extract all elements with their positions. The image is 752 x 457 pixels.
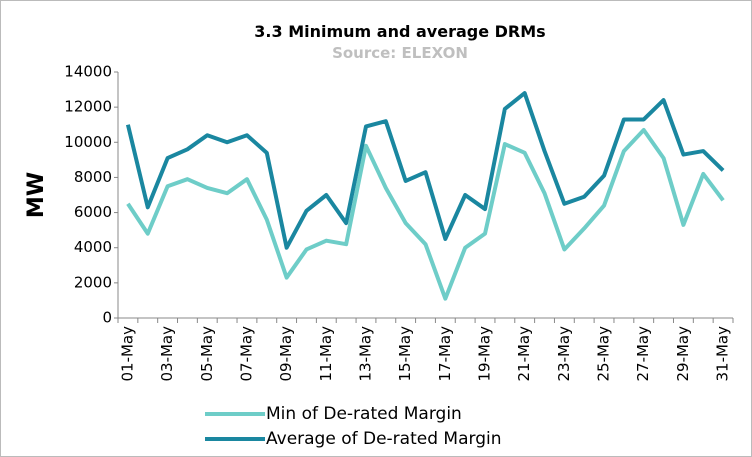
legend-label: Min of De-rated Margin xyxy=(266,404,462,424)
x-tick-label: 01-May xyxy=(118,326,136,382)
x-tick-label: 19-May xyxy=(476,326,494,382)
chart-title: 3.3 Minimum and average DRMs xyxy=(254,22,545,41)
x-tick-label: 17-May xyxy=(436,326,454,382)
data-line xyxy=(126,127,725,301)
x-tick-label: 23-May xyxy=(555,326,573,382)
x-tick-label: 27-May xyxy=(634,326,652,382)
x-tick-label: 15-May xyxy=(396,326,414,382)
y-tick-label: 12000 xyxy=(64,98,112,116)
y-tick-label: 14000 xyxy=(64,63,112,81)
chart-subtitle: Source: ELEXON xyxy=(332,44,468,62)
y-tick-label: 4000 xyxy=(74,238,112,256)
x-tick-label: 07-May xyxy=(237,326,255,382)
x-tick-label: 25-May xyxy=(595,326,613,382)
y-tick-label: 8000 xyxy=(74,168,112,186)
y-tick-label: 2000 xyxy=(74,273,112,291)
x-tick-label: 03-May xyxy=(158,326,176,382)
y-tick-label: 6000 xyxy=(74,203,112,221)
x-tick-label: 13-May xyxy=(356,326,374,382)
x-tick-label: 09-May xyxy=(277,326,295,382)
x-tick-label: 29-May xyxy=(674,326,692,382)
y-axis-label: MW xyxy=(24,172,49,218)
x-tick-label: 05-May xyxy=(198,326,216,382)
y-tick-label: 0 xyxy=(102,309,112,327)
x-tick-label: 31-May xyxy=(714,326,732,382)
x-tick-label: 11-May xyxy=(317,326,335,382)
legend-label: Average of De-rated Margin xyxy=(266,429,501,449)
y-tick-label: 10000 xyxy=(64,133,112,151)
x-tick-label: 21-May xyxy=(515,326,533,382)
data-line xyxy=(125,91,725,250)
